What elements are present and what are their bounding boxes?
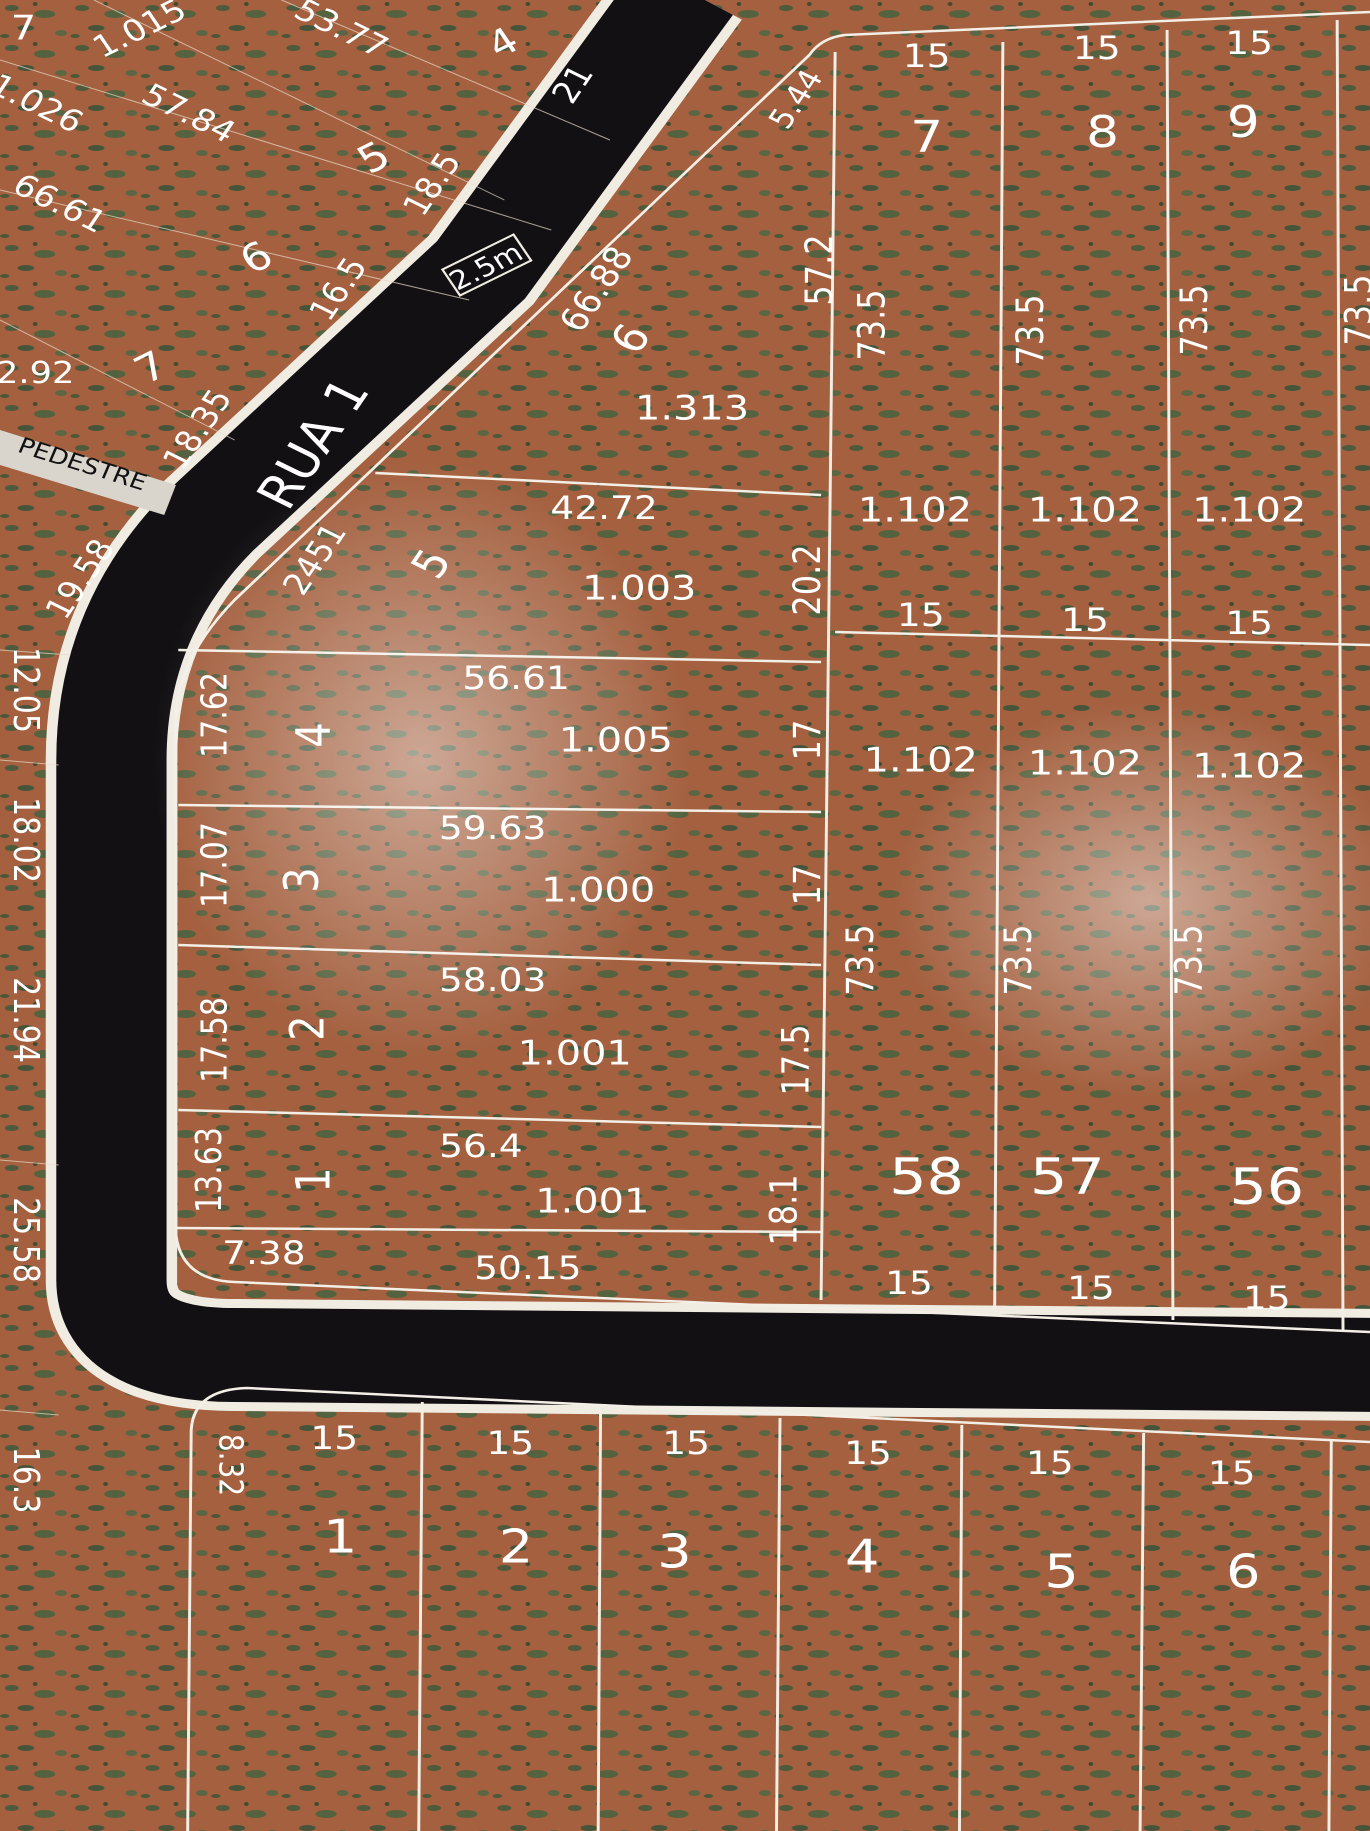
dimension-label: 15 bbox=[1061, 603, 1109, 640]
dimension-label: 15 bbox=[486, 1426, 534, 1463]
dimension-label: 73.5 bbox=[1174, 284, 1217, 355]
dimension-label: 1.102 bbox=[1192, 490, 1306, 529]
dimension-label: 25.58 bbox=[5, 1197, 46, 1283]
dimension-label: 12.05 bbox=[5, 647, 46, 733]
dimension-label: 73.5 bbox=[1168, 924, 1211, 995]
block-outline bbox=[186, 1386, 1370, 1831]
dimension-label: 20.2 bbox=[787, 544, 830, 615]
lot-line bbox=[0, 649, 71, 1416]
dimension-label: 15 bbox=[1026, 1446, 1074, 1483]
glare bbox=[152, 460, 693, 1060]
dimension-label: 16.3 bbox=[5, 1447, 46, 1514]
lot-number: 8 bbox=[1086, 107, 1119, 158]
dimension-label: 21.94 bbox=[5, 977, 46, 1063]
dimension-label: 15 bbox=[885, 1266, 933, 1303]
dimension-label: 18.02 bbox=[5, 797, 46, 883]
dimension-label: 15 bbox=[1243, 1281, 1291, 1318]
lot-number: 58 bbox=[889, 1147, 964, 1206]
dimension-label: 50.15 bbox=[474, 1251, 581, 1288]
lot-number: 1 bbox=[288, 1167, 342, 1192]
lot-number: 1 bbox=[323, 1509, 357, 1563]
dimension-label: 15 bbox=[1208, 1456, 1256, 1493]
lot-number: 2 bbox=[282, 1015, 336, 1040]
lot-number: 6 bbox=[1226, 1544, 1260, 1598]
dimension-label: 17.58 bbox=[194, 997, 235, 1083]
dimension-label: 15 bbox=[1073, 31, 1121, 68]
dimension-label: 73.5 bbox=[998, 924, 1041, 995]
dimension-label: 15 bbox=[1225, 26, 1273, 63]
dimension-label: 56.4 bbox=[439, 1129, 523, 1166]
dimension-label: 1.102 bbox=[858, 490, 972, 529]
dimension-label: 15 bbox=[903, 39, 951, 76]
dimension-label: 15 bbox=[310, 1421, 358, 1458]
dimension-label: 15 bbox=[662, 1426, 710, 1463]
dimension-label: 7.38 bbox=[222, 1236, 306, 1273]
lot-number: 2 bbox=[499, 1519, 533, 1573]
dimension-label: 1.102 bbox=[1192, 746, 1306, 785]
width-marker bbox=[440, 233, 533, 297]
dimension-label: 1.001 bbox=[535, 1181, 649, 1220]
lot-number: 3 bbox=[276, 867, 330, 892]
dimension-label: 15 bbox=[1225, 606, 1273, 643]
dimension-label: 15 bbox=[1067, 1271, 1115, 1308]
lot-number: 4 bbox=[845, 1529, 879, 1583]
dimension-label: 73.5 bbox=[851, 289, 894, 360]
lot-line bbox=[417, 1401, 1333, 1831]
dimension-label: 13.63 bbox=[189, 1127, 230, 1213]
dimension-label: 17.62 bbox=[194, 672, 235, 758]
glare bbox=[891, 700, 1370, 1100]
dimension-label: 57.2 bbox=[798, 234, 841, 305]
dimension-label: 17.07 bbox=[194, 822, 235, 908]
dimension-label: 73.5 bbox=[840, 924, 883, 995]
lot-number: 7 bbox=[910, 112, 943, 163]
lot-number: 56 bbox=[1229, 1157, 1304, 1216]
dimension-label: 15 bbox=[897, 598, 945, 635]
lot-number: 9 bbox=[1227, 97, 1260, 148]
lot-number: 3 bbox=[657, 1524, 691, 1578]
pedestrian-path bbox=[0, 430, 176, 515]
dimension-label: 1.005 bbox=[559, 720, 673, 759]
dimension-label: 2.92 bbox=[0, 356, 74, 391]
dimension-label: 17 bbox=[787, 865, 830, 906]
dimension-label: 1.313 bbox=[635, 388, 749, 427]
dimension-label: 42.72 bbox=[550, 491, 657, 528]
dimension-label: 1.000 bbox=[541, 870, 655, 909]
lot-line bbox=[0, 0, 611, 441]
dimension-label: 18.1 bbox=[763, 1174, 806, 1245]
lot-number: 57 bbox=[1030, 1147, 1105, 1206]
dimension-label: 73.5 bbox=[1338, 274, 1370, 345]
lot-number: 5 bbox=[1044, 1544, 1078, 1598]
road bbox=[56, 0, 1370, 1412]
dimension-label: 73.5 bbox=[1010, 294, 1053, 365]
dimension-label: 17.5 bbox=[775, 1024, 818, 1095]
dimension-label: 59.63 bbox=[439, 811, 546, 848]
lot-line bbox=[819, 19, 1370, 1331]
dimension-label: 17 bbox=[787, 720, 830, 761]
dimension-label: 15 bbox=[844, 1436, 892, 1473]
dimension-label: 1.102 bbox=[864, 740, 978, 779]
lot-number: 4 bbox=[288, 722, 342, 747]
dimension-label: 1.102 bbox=[1028, 490, 1142, 529]
dimension-label: 56.61 bbox=[462, 661, 569, 698]
dimension-label: 58.03 bbox=[439, 963, 546, 1000]
dimension-label: 1.003 bbox=[582, 568, 696, 607]
dimension-label: 8.32 bbox=[211, 1434, 249, 1496]
dimension-label: 7 bbox=[11, 8, 36, 47]
dimension-label: 1.001 bbox=[518, 1033, 632, 1072]
dimension-label: 1.102 bbox=[1028, 743, 1142, 782]
